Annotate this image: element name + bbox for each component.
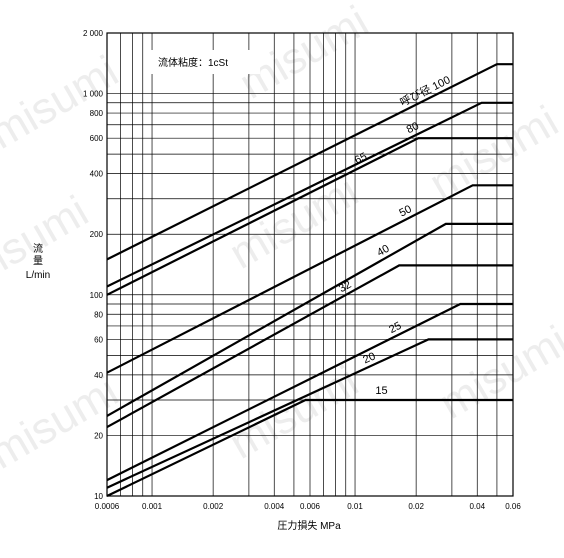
- grid-lines: [107, 33, 513, 496]
- series-label-65: 65: [353, 151, 369, 167]
- y-tick-label: 60: [94, 335, 103, 344]
- series-line-15: [106, 398, 513, 497]
- series-line-20: [106, 338, 513, 489]
- series-line-50: [106, 184, 513, 374]
- note-box-bg: [150, 50, 260, 74]
- y-tick-label: 200: [90, 230, 104, 239]
- x-tick-label: 0.001: [142, 502, 163, 511]
- x-tick-label: 0.006: [300, 502, 321, 511]
- x-tick-label: 0.04: [469, 502, 485, 511]
- series-label-50: 50: [397, 203, 413, 219]
- series-label-32: 32: [337, 279, 354, 295]
- series-label-40: 40: [375, 243, 392, 259]
- y-tick-label: 80: [94, 310, 103, 319]
- x-tick-labels: 0.0006 0.001 0.002 0.004 0.006 0.01 0.02 0.04 0.…: [95, 502, 522, 511]
- y-tick-label: 40: [94, 371, 103, 380]
- y-tick-label: 2 000: [83, 29, 104, 38]
- series-lines: [106, 63, 513, 497]
- y-tick-label: 100: [90, 291, 104, 300]
- viscosity-note: 流体粘度：1cSt: [158, 56, 228, 69]
- y-tick-labels: 10 20 40 60 80 100 200 400 600 800 1 000 2 000: [83, 29, 104, 501]
- watermark-text: misumi: [431, 317, 564, 429]
- y-tick-label: 400: [90, 170, 104, 179]
- series-line-25: [106, 302, 513, 482]
- series-line-32: [106, 264, 513, 429]
- y-tick-label: 800: [90, 109, 104, 118]
- y-tick-label: 20: [94, 431, 103, 440]
- series-label-20: 20: [361, 350, 377, 366]
- watermark-text: misumi: [0, 187, 96, 299]
- y-tick-label: 600: [90, 134, 104, 143]
- series-line-100: [106, 63, 513, 261]
- note-box: 流体粘度：1cSt: [150, 50, 260, 74]
- series-label-15: 15: [375, 385, 387, 397]
- x-axis-label: 圧力損失 MPa: [277, 519, 341, 532]
- y-tick-label: 1 000: [83, 90, 104, 99]
- y-axis-label-line3: L/min: [26, 270, 50, 281]
- x-tick-label: 0.02: [408, 502, 424, 511]
- series-label-80: 80: [405, 120, 421, 136]
- y-axis-label-line1: 流: [33, 242, 43, 255]
- x-tick-label: 0.002: [203, 502, 224, 511]
- x-tick-label: 0.01: [347, 502, 363, 511]
- y-axis-label-line2: 量: [33, 255, 43, 267]
- series-line-40: [106, 222, 513, 417]
- series-label-25: 25: [387, 320, 403, 336]
- y-tick-label: 10: [94, 492, 103, 501]
- x-tick-label: 0.0006: [95, 502, 120, 511]
- series-line-65: [106, 137, 513, 296]
- series-line-80: [106, 101, 513, 288]
- x-tick-label: 0.004: [264, 502, 285, 511]
- x-tick-label: 0.06: [505, 502, 521, 511]
